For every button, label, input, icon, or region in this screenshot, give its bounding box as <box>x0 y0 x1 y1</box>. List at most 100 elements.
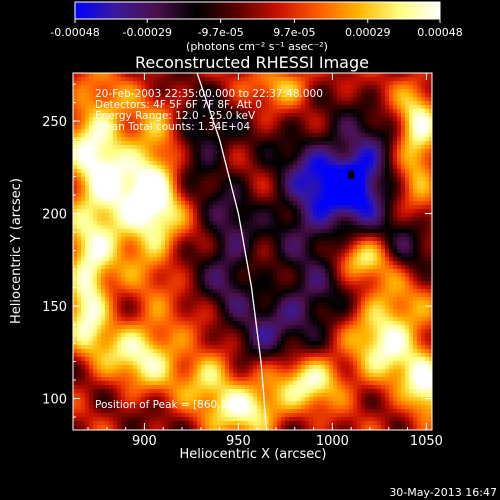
heatmap-cell <box>421 105 426 110</box>
heatmap-cell <box>365 289 370 294</box>
heatmap-cell <box>361 229 366 234</box>
heatmap-cell <box>381 193 386 198</box>
heatmap-cell <box>117 209 122 214</box>
heatmap-cell <box>365 169 370 174</box>
heatmap-cell <box>225 133 230 138</box>
heatmap-cell <box>97 281 102 286</box>
heatmap-cell <box>261 261 266 266</box>
heatmap-cell <box>161 185 166 190</box>
heatmap-cell <box>97 289 102 294</box>
heatmap-cell <box>393 289 398 294</box>
heatmap-cell <box>337 133 342 138</box>
heatmap-cell <box>221 81 226 86</box>
heatmap-cell <box>245 225 250 230</box>
heatmap-cell <box>409 141 414 146</box>
heatmap-cell <box>389 225 394 230</box>
heatmap-cell <box>285 257 290 262</box>
heatmap-cell <box>345 257 350 262</box>
heatmap-cell <box>197 205 202 210</box>
heatmap-cell <box>233 253 238 258</box>
heatmap-cell <box>313 85 318 90</box>
heatmap-cell <box>273 105 278 110</box>
heatmap-cell <box>129 153 134 158</box>
heatmap-cell <box>137 113 142 118</box>
heatmap-cell <box>249 245 254 250</box>
heatmap-cell <box>417 153 422 158</box>
heatmap-cell <box>77 229 82 234</box>
heatmap-cell <box>337 185 342 190</box>
heatmap-cell <box>81 261 86 266</box>
heatmap-cell <box>149 269 154 274</box>
heatmap-cell <box>161 261 166 266</box>
heatmap-cell <box>261 73 266 78</box>
heatmap-cell <box>373 277 378 282</box>
heatmap-cell <box>85 85 90 90</box>
heatmap-cell <box>245 105 250 110</box>
heatmap-cell <box>269 285 274 290</box>
heatmap-cell <box>405 197 410 202</box>
heatmap-cell <box>221 289 226 294</box>
heatmap-cell <box>333 197 338 202</box>
heatmap-cell <box>205 197 210 202</box>
heatmap-cell <box>277 237 282 242</box>
heatmap-cell <box>137 169 142 174</box>
heatmap-cell <box>281 81 286 86</box>
heatmap-cell <box>417 105 422 110</box>
heatmap-cell <box>289 141 294 146</box>
heatmap-cell <box>289 89 294 94</box>
heatmap-cell <box>397 225 402 230</box>
heatmap-cell <box>141 149 146 154</box>
heatmap-cell <box>341 273 346 278</box>
heatmap-cell <box>185 249 190 254</box>
heatmap-cell <box>173 165 178 170</box>
heatmap-cell <box>149 261 154 266</box>
heatmap-cell <box>197 109 202 114</box>
heatmap-cell <box>93 257 98 262</box>
heatmap-cell <box>245 273 250 278</box>
heatmap-cell <box>341 241 346 246</box>
heatmap-cell <box>301 81 306 86</box>
heatmap-cell <box>301 285 306 290</box>
heatmap-cell <box>181 205 186 210</box>
heatmap-cell <box>353 81 358 86</box>
heatmap-cell <box>149 197 154 202</box>
heatmap-cell <box>341 177 346 182</box>
heatmap-cell <box>389 73 394 78</box>
heatmap-cell <box>265 281 270 286</box>
heatmap-cell <box>273 225 278 230</box>
heatmap-cell <box>109 149 114 154</box>
heatmap-cell <box>329 145 334 150</box>
heatmap-cell <box>361 265 366 270</box>
heatmap-cell <box>133 137 138 142</box>
heatmap-cell <box>165 145 170 150</box>
heatmap-cell <box>349 241 354 246</box>
heatmap-cell <box>389 185 394 190</box>
heatmap-cell <box>241 269 246 274</box>
heatmap-cell <box>121 101 126 106</box>
heatmap-cell <box>109 89 114 94</box>
heatmap-cell <box>305 213 310 218</box>
heatmap-cell <box>109 101 114 106</box>
heatmap-cell <box>129 209 134 214</box>
heatmap-cell <box>401 97 406 102</box>
heatmap-cell <box>229 241 234 246</box>
heatmap-cell <box>121 285 126 290</box>
heatmap-cell <box>177 233 182 238</box>
heatmap-cell <box>409 85 414 90</box>
heatmap-cell <box>349 125 354 130</box>
heatmap-cell <box>325 157 330 162</box>
heatmap-cell <box>293 153 298 158</box>
heatmap-cell <box>121 129 126 134</box>
heatmap-cell <box>145 121 150 126</box>
heatmap-cell <box>81 189 86 194</box>
heatmap-cell <box>285 273 290 278</box>
heatmap-cell <box>129 85 134 90</box>
heatmap-cell <box>141 289 146 294</box>
heatmap-cell <box>309 261 314 266</box>
heatmap-cell <box>401 105 406 110</box>
heatmap-cell <box>313 265 318 270</box>
heatmap-cell <box>309 233 314 238</box>
heatmap-cell <box>289 281 294 286</box>
heatmap-cell <box>293 237 298 242</box>
